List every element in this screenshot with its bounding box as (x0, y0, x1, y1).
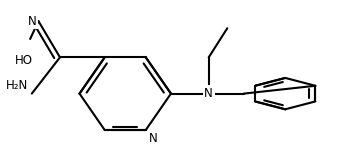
Text: HO: HO (15, 54, 32, 67)
Text: N: N (204, 87, 213, 100)
Text: H₂N: H₂N (6, 79, 28, 92)
Text: N: N (148, 131, 157, 145)
Text: N: N (28, 15, 37, 28)
